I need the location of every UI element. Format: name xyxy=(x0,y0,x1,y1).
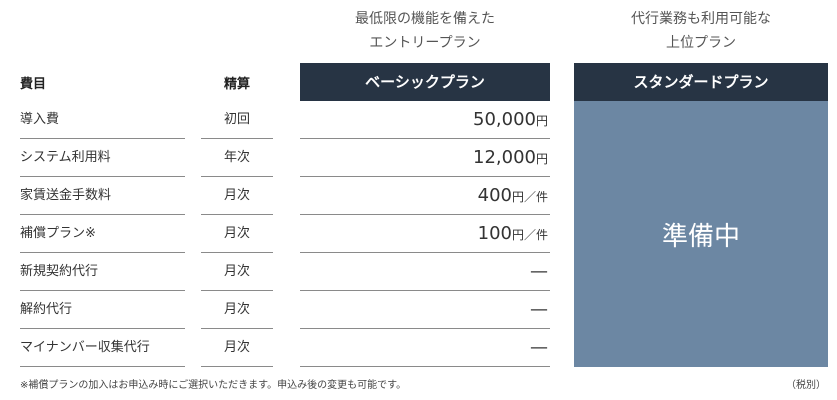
table-row: 補償プラン※ 月次 100円／件 xyxy=(0,215,837,253)
table-row: マイナンバー収集代行 月次 — xyxy=(0,329,837,367)
standard-plan-description: 代行業務も利用可能な 上位プラン xyxy=(574,7,828,55)
basic-plan-header: ベーシックプラン xyxy=(300,63,550,101)
row-basic-price: 400円／件 xyxy=(300,177,550,215)
row-item-name: システム利用料 xyxy=(20,139,185,177)
frequency-column-header: 精算 xyxy=(223,77,250,92)
row-item-name: マイナンバー収集代行 xyxy=(20,329,185,367)
row-frequency: 年次 xyxy=(201,139,273,177)
row-basic-price: — xyxy=(300,329,550,367)
price-value: 50,000 xyxy=(473,109,536,130)
basic-plan-description: 最低限の機能を備えた エントリープラン xyxy=(300,7,550,55)
row-frequency: 初回 xyxy=(201,101,273,139)
price-unit: 円／件 xyxy=(511,190,548,204)
row-frequency: 月次 xyxy=(201,177,273,215)
price-unit: 円 xyxy=(535,114,548,128)
row-frequency: 月次 xyxy=(201,215,273,253)
row-item-name: 家賃送金手数料 xyxy=(20,177,185,215)
footnote: ※補償プランの加入はお申込み時にご選択いただきます。申込み後の変更も可能です。 xyxy=(20,380,407,391)
basic-plan-description-line-1: 最低限の機能を備えた xyxy=(355,11,495,27)
row-item-name: 解約代行 xyxy=(20,291,185,329)
price-value: — xyxy=(530,261,548,282)
standard-plan-description-line-1: 代行業務も利用可能な xyxy=(631,11,771,27)
row-item-name: 導入費 xyxy=(20,101,185,139)
row-basic-price: 50,000円 xyxy=(300,101,550,139)
price-value: — xyxy=(530,337,548,358)
price-value: 400 xyxy=(477,185,512,206)
row-frequency: 月次 xyxy=(201,329,273,367)
row-basic-price: — xyxy=(300,253,550,291)
table-row: 導入費 初回 50,000円 xyxy=(0,101,837,139)
table-row: システム利用料 年次 12,000円 xyxy=(0,139,837,177)
table-row: 家賃送金手数料 月次 400円／件 xyxy=(0,177,837,215)
row-basic-price: 100円／件 xyxy=(300,215,550,253)
row-item-name: 新規契約代行 xyxy=(20,253,185,291)
price-unit: 円 xyxy=(535,152,548,166)
standard-plan-description-line-2: 上位プラン xyxy=(666,35,736,51)
item-column-header: 費目 xyxy=(20,77,47,92)
standard-plan-header: スタンダードプラン xyxy=(574,63,828,101)
row-basic-price: — xyxy=(300,291,550,329)
price-unit: 円／件 xyxy=(511,228,548,242)
basic-plan-description-line-2: エントリープラン xyxy=(369,35,481,51)
price-value: — xyxy=(530,299,548,320)
row-frequency: 月次 xyxy=(201,291,273,329)
table-row: 新規契約代行 月次 — xyxy=(0,253,837,291)
table-row: 解約代行 月次 — xyxy=(0,291,837,329)
row-frequency: 月次 xyxy=(201,253,273,291)
row-basic-price: 12,000円 xyxy=(300,139,550,177)
price-value: 12,000 xyxy=(473,147,536,168)
row-item-name: 補償プラン※ xyxy=(20,215,185,253)
tax-note: （税別） xyxy=(786,380,826,391)
standard-plan-status: 準備中 xyxy=(574,101,828,367)
price-value: 100 xyxy=(477,223,512,244)
